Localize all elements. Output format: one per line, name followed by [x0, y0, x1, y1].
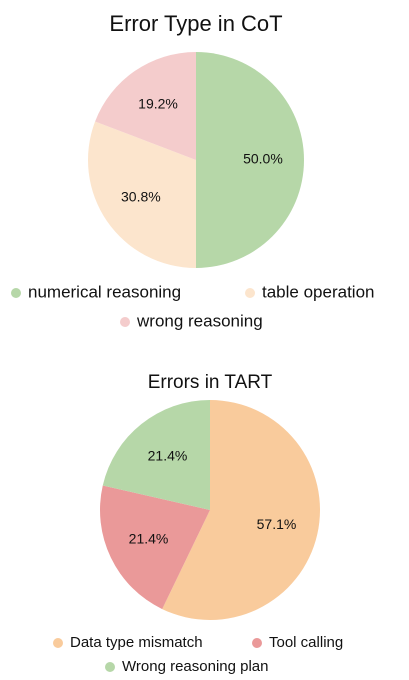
slice-label: 30.8%: [121, 189, 161, 205]
slice-label: 50.0%: [243, 151, 283, 167]
pie-slice: [100, 485, 210, 610]
slice-label: 57.1%: [257, 516, 297, 532]
legend-swatch: [11, 288, 21, 298]
legend-label: Tool calling: [269, 634, 343, 651]
legend-swatch: [53, 638, 63, 648]
pie-slice: [162, 400, 321, 620]
chart-title: Errors in TART: [148, 372, 273, 393]
pie-slice: [95, 52, 196, 160]
pie-slice: [196, 52, 304, 268]
pie-slice: [87, 121, 196, 269]
legend-swatch: [245, 288, 255, 298]
slice-label: 19.2%: [138, 96, 178, 112]
legend-label: wrong reasoning: [136, 311, 263, 330]
legend-swatch: [105, 662, 115, 672]
slice-label: 21.4%: [148, 447, 188, 463]
legend-label: numerical reasoning: [28, 282, 181, 301]
legend-swatch: [120, 317, 130, 327]
legend-swatch: [252, 638, 262, 648]
legend-label: table operation: [262, 282, 374, 301]
legend-label: Wrong reasoning plan: [122, 658, 268, 675]
legend-label: Data type mismatch: [70, 634, 203, 651]
chart-title: Error Type in CoT: [109, 11, 282, 36]
pie-slice: [102, 400, 210, 510]
slice-label: 21.4%: [129, 530, 169, 546]
